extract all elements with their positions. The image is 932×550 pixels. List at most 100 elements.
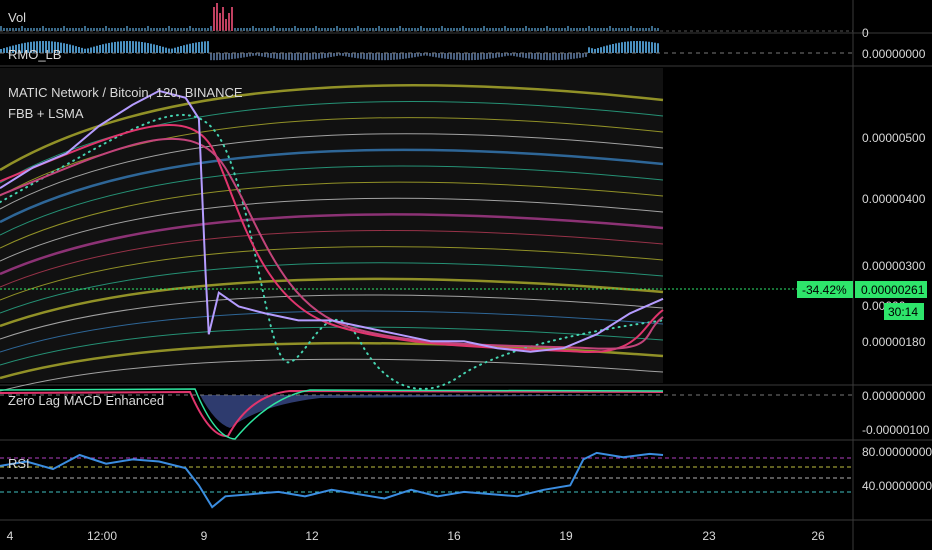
price-ytick-180: 0.00000180 bbox=[862, 335, 926, 349]
x-axis[interactable]: 4 12:00 9 12 16 19 23 26 bbox=[7, 529, 825, 543]
rmo-bar bbox=[126, 41, 128, 53]
rmo-bar bbox=[333, 53, 335, 57]
countdown-badge: 30:14 bbox=[888, 305, 918, 319]
rmo-bar bbox=[168, 48, 170, 53]
rmo-bar bbox=[546, 53, 548, 61]
volume-bar bbox=[186, 28, 188, 31]
x-tick-label: 16 bbox=[447, 529, 461, 543]
rmo-bar bbox=[180, 46, 182, 53]
volume-bar bbox=[3, 28, 5, 31]
rmo-bar bbox=[192, 43, 194, 53]
volume-bar bbox=[141, 28, 143, 31]
volume-bar bbox=[183, 28, 185, 31]
fib-band-line bbox=[0, 133, 664, 210]
rmo-bar bbox=[447, 53, 449, 59]
rmo-bar bbox=[432, 53, 434, 57]
rmo-bar bbox=[588, 47, 590, 53]
volume-ytick: 0 bbox=[862, 26, 869, 40]
volume-bar bbox=[189, 26, 191, 31]
rmo-bar bbox=[366, 53, 368, 60]
rmo-bar bbox=[267, 53, 269, 58]
volume-bar bbox=[84, 26, 86, 31]
volume-bar bbox=[420, 26, 422, 31]
rmo-bar bbox=[57, 42, 59, 53]
rmo-bar bbox=[96, 45, 98, 53]
volume-bar bbox=[294, 26, 296, 31]
volume-bar bbox=[627, 28, 629, 31]
rmo-bar bbox=[561, 53, 563, 60]
rmo-bar bbox=[501, 53, 503, 57]
rmo-bar bbox=[564, 53, 566, 60]
volume-bar bbox=[243, 28, 245, 31]
volume-bar bbox=[606, 28, 608, 31]
rmo-bar bbox=[552, 53, 554, 61]
rmo-bar bbox=[132, 41, 134, 53]
rmo-bar bbox=[486, 53, 488, 60]
rmo-bar bbox=[519, 53, 521, 58]
rmo-bar bbox=[630, 41, 632, 53]
volume-bar bbox=[162, 28, 164, 31]
volume-bar bbox=[117, 28, 119, 31]
rmo-bar bbox=[468, 53, 470, 61]
rmo-bar bbox=[234, 53, 236, 59]
volume-bar bbox=[522, 28, 524, 31]
rmo-bar bbox=[570, 53, 572, 60]
rsi-ytick-40: 40.00000000 bbox=[862, 479, 932, 493]
volume-bar bbox=[231, 7, 233, 31]
change-badge-bg bbox=[797, 281, 853, 298]
volume-bar bbox=[24, 28, 26, 31]
price-ytick-400: 0.00000400 bbox=[862, 192, 926, 206]
rmo-bar bbox=[249, 53, 251, 57]
volume-panel[interactable]: Vol 0 bbox=[0, 3, 869, 40]
rmo-bar bbox=[153, 44, 155, 53]
rmo-bar bbox=[207, 41, 209, 53]
macd-signal-line bbox=[0, 388, 664, 440]
rmo-bar bbox=[480, 53, 482, 60]
volume-bar bbox=[474, 28, 476, 31]
rmo-bar bbox=[465, 53, 467, 61]
volume-bar bbox=[282, 28, 284, 31]
volume-bar bbox=[225, 19, 227, 31]
volume-bar bbox=[228, 13, 230, 31]
volume-bar bbox=[369, 28, 371, 31]
rmo-bar bbox=[450, 53, 452, 60]
volume-bar bbox=[612, 28, 614, 31]
volume-bar bbox=[36, 28, 38, 31]
rmo-bar bbox=[78, 46, 80, 53]
rmo-bar bbox=[285, 53, 287, 60]
rmo-bar bbox=[282, 53, 284, 60]
volume-bar bbox=[81, 28, 83, 31]
price-panel[interactable]: MATIC Network / Bitcoin, 120, BINANCE FB… bbox=[0, 68, 927, 392]
rmo-bar bbox=[456, 53, 458, 60]
rmo-bar bbox=[21, 43, 23, 53]
rmo-bar bbox=[297, 53, 299, 61]
rmo-panel[interactable]: RMO_LB 0.00000000 bbox=[0, 41, 926, 62]
rmo-bar bbox=[405, 53, 407, 59]
volume-bar bbox=[630, 26, 632, 31]
volume-bar bbox=[654, 28, 656, 31]
volume-bar bbox=[381, 28, 383, 31]
macd-panel[interactable]: Zero Lag MACD Enhanced 0.00000000 -0.000… bbox=[0, 388, 930, 440]
rmo-bar bbox=[474, 53, 476, 61]
rsi-panel[interactable]: RSI 80.00000000 40.00000000 bbox=[0, 445, 932, 509]
rmo-bar bbox=[204, 41, 206, 53]
volume-bar bbox=[264, 28, 266, 31]
rmo-bar bbox=[216, 53, 218, 61]
fib-band-line bbox=[0, 341, 664, 380]
rmo-bar bbox=[615, 43, 617, 53]
volume-bar bbox=[624, 28, 626, 31]
volume-bar bbox=[240, 28, 242, 31]
volume-bar bbox=[30, 28, 32, 31]
rmo-bar bbox=[141, 42, 143, 53]
rmo-bar bbox=[591, 48, 593, 53]
volume-bar bbox=[330, 28, 332, 31]
rmo-bar bbox=[582, 53, 584, 58]
rmo-bar bbox=[402, 53, 404, 59]
rmo-bar bbox=[147, 43, 149, 53]
volume-bar bbox=[252, 26, 254, 31]
rmo-bar bbox=[228, 53, 230, 60]
volume-bars bbox=[0, 3, 659, 31]
rmo-bar bbox=[309, 53, 311, 60]
rmo-bar bbox=[654, 42, 656, 53]
